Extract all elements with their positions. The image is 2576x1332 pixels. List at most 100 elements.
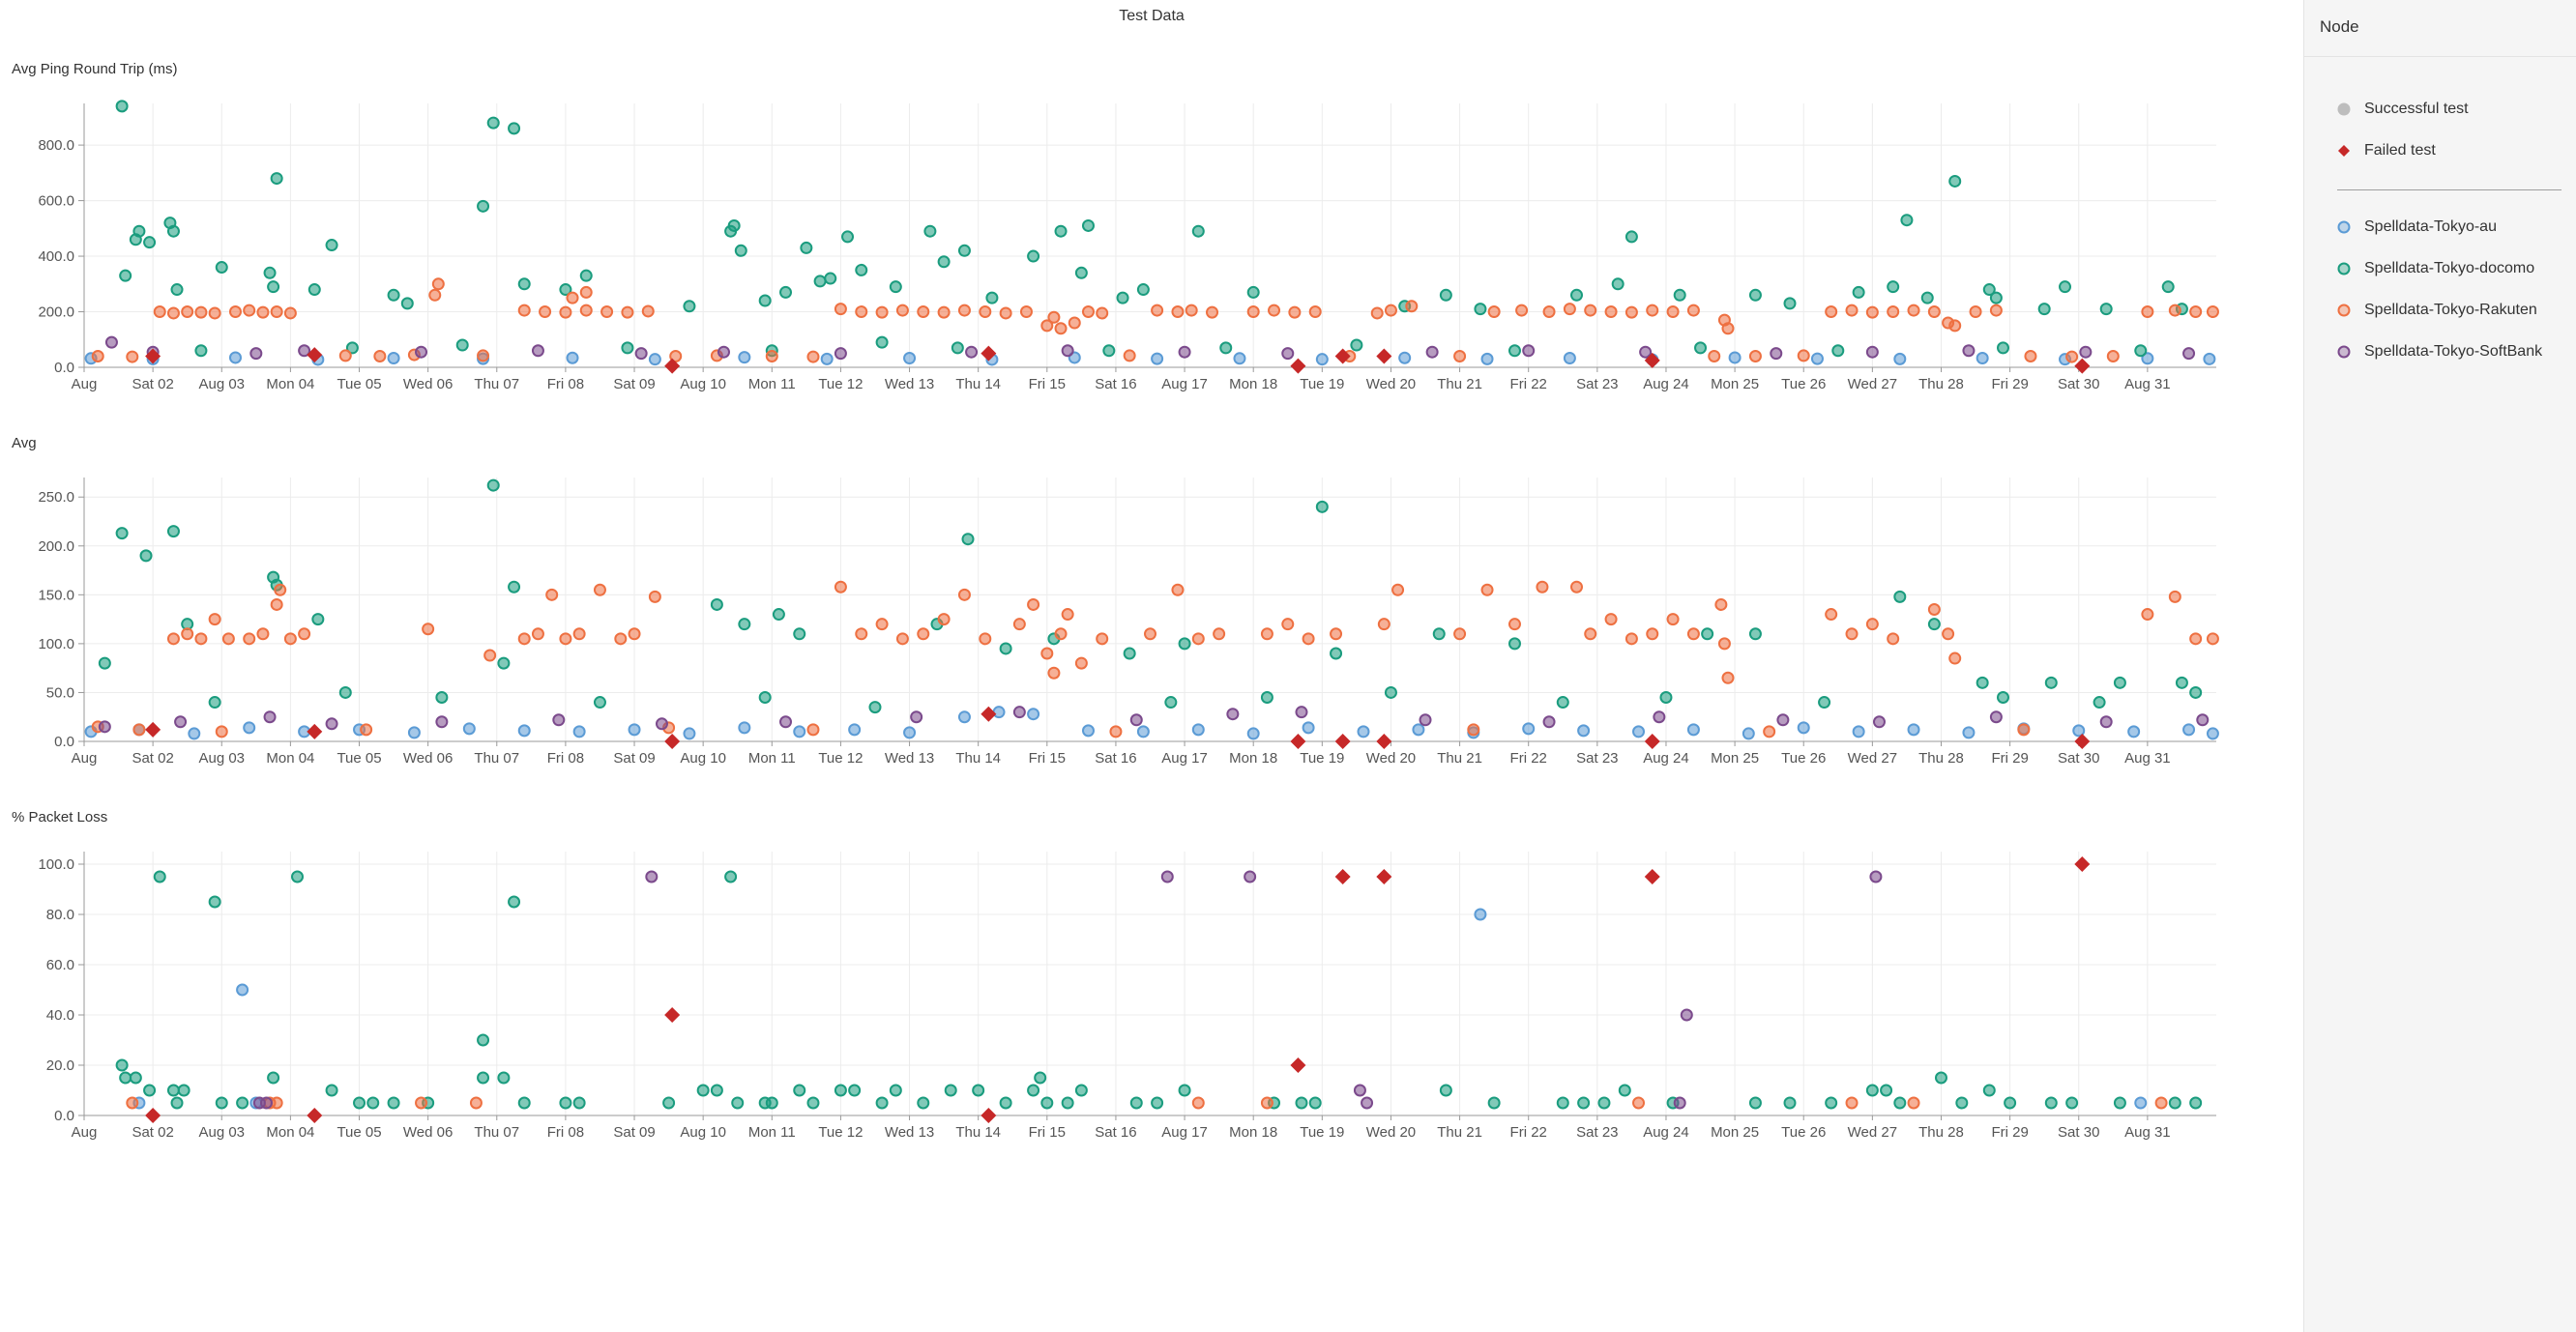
data-point[interactable] bbox=[727, 218, 741, 232]
data-point[interactable] bbox=[1040, 647, 1054, 660]
data-point[interactable] bbox=[508, 122, 521, 135]
data-point[interactable] bbox=[979, 305, 992, 319]
data-point[interactable] bbox=[1246, 305, 1260, 319]
data-point[interactable] bbox=[937, 255, 951, 269]
data-point[interactable] bbox=[170, 283, 184, 297]
data-point[interactable] bbox=[1865, 305, 1879, 319]
data-point[interactable] bbox=[1659, 691, 1673, 704]
data-point[interactable] bbox=[2206, 632, 2219, 646]
data-point[interactable] bbox=[895, 304, 909, 317]
data-point[interactable] bbox=[166, 1084, 180, 1097]
data-point[interactable] bbox=[1625, 632, 1638, 646]
data-point[interactable] bbox=[710, 597, 723, 611]
data-point[interactable] bbox=[1474, 303, 1487, 316]
data-point[interactable] bbox=[1295, 706, 1308, 719]
data-point[interactable] bbox=[2189, 685, 2203, 699]
data-point[interactable] bbox=[1701, 627, 1714, 641]
data-point[interactable] bbox=[236, 983, 249, 997]
data-point[interactable] bbox=[1577, 1096, 1591, 1110]
data-point[interactable] bbox=[1330, 647, 1343, 660]
data-point[interactable] bbox=[734, 244, 747, 257]
data-point[interactable] bbox=[820, 352, 834, 365]
data-point[interactable] bbox=[517, 1096, 531, 1110]
data-point[interactable] bbox=[435, 715, 449, 729]
data-point[interactable] bbox=[1742, 727, 1755, 740]
data-point[interactable] bbox=[431, 277, 445, 291]
data-point[interactable] bbox=[1515, 304, 1529, 317]
data-point[interactable] bbox=[621, 305, 634, 319]
data-point[interactable] bbox=[387, 288, 400, 302]
data-point[interactable] bbox=[270, 172, 283, 186]
data-point[interactable] bbox=[415, 345, 428, 359]
data-point[interactable] bbox=[126, 1096, 139, 1110]
data-point[interactable] bbox=[2206, 305, 2219, 319]
data-point[interactable] bbox=[868, 701, 882, 714]
data-point[interactable] bbox=[166, 632, 180, 646]
data-point[interactable] bbox=[1948, 319, 1962, 333]
data-point[interactable] bbox=[483, 649, 497, 662]
data-point[interactable] bbox=[166, 224, 180, 238]
data-point[interactable] bbox=[2044, 1096, 2058, 1110]
data-point[interactable] bbox=[1508, 637, 1521, 651]
data-point[interactable] bbox=[477, 199, 490, 213]
data-point[interactable] bbox=[228, 351, 242, 364]
data-point[interactable] bbox=[765, 1096, 778, 1110]
data-point[interactable] bbox=[669, 350, 683, 363]
data-point[interactable] bbox=[1845, 627, 1859, 641]
data-point[interactable] bbox=[215, 261, 228, 275]
data-point[interactable] bbox=[325, 717, 338, 731]
data-point[interactable] bbox=[855, 305, 868, 319]
data-point[interactable] bbox=[1673, 288, 1686, 302]
data-point[interactable] bbox=[208, 696, 221, 709]
data-point[interactable] bbox=[1391, 583, 1405, 596]
data-point[interactable] bbox=[655, 717, 668, 731]
data-point[interactable] bbox=[119, 269, 132, 282]
failed-test-point[interactable] bbox=[1290, 1057, 1306, 1073]
data-point[interactable] bbox=[552, 713, 566, 727]
data-point[interactable] bbox=[1281, 347, 1295, 361]
data-point[interactable] bbox=[387, 1096, 400, 1110]
data-point[interactable] bbox=[559, 632, 572, 646]
data-point[interactable] bbox=[1893, 352, 1907, 365]
data-point[interactable] bbox=[256, 305, 270, 319]
data-point[interactable] bbox=[1109, 725, 1123, 738]
data-point[interactable] bbox=[1213, 627, 1226, 641]
data-point[interactable] bbox=[1927, 603, 1941, 616]
data-point[interactable] bbox=[2182, 347, 2196, 361]
data-point[interactable] bbox=[2065, 1096, 2079, 1110]
data-point[interactable] bbox=[806, 723, 820, 737]
data-point[interactable] bbox=[648, 353, 661, 366]
data-point[interactable] bbox=[215, 725, 228, 738]
data-point[interactable] bbox=[166, 306, 180, 320]
data-point[interactable] bbox=[621, 341, 634, 355]
data-point[interactable] bbox=[765, 350, 778, 363]
data-point[interactable] bbox=[531, 627, 544, 641]
data-point[interactable] bbox=[428, 288, 442, 302]
data-point[interactable] bbox=[992, 706, 1006, 719]
data-point[interactable] bbox=[1907, 304, 1920, 317]
data-point[interactable] bbox=[508, 895, 521, 909]
data-point[interactable] bbox=[566, 351, 579, 364]
data-point[interactable] bbox=[126, 350, 139, 363]
data-point[interactable] bbox=[1068, 316, 1081, 330]
data-point[interactable] bbox=[1136, 725, 1150, 738]
data-point[interactable] bbox=[1260, 627, 1273, 641]
data-point[interactable] bbox=[1618, 1084, 1631, 1097]
data-point[interactable] bbox=[2196, 713, 2210, 727]
data-point[interactable] bbox=[593, 583, 606, 596]
data-point[interactable] bbox=[1019, 305, 1033, 319]
data-point[interactable] bbox=[1748, 627, 1762, 641]
data-point[interactable] bbox=[1191, 224, 1205, 238]
data-point[interactable] bbox=[1900, 214, 1914, 227]
data-point[interactable] bbox=[1556, 696, 1569, 709]
data-point[interactable] bbox=[1880, 1084, 1893, 1097]
data-point[interactable] bbox=[1997, 691, 2009, 704]
data-point[interactable] bbox=[1989, 304, 2003, 317]
data-point[interactable] bbox=[1865, 1084, 1879, 1097]
data-point[interactable] bbox=[170, 1096, 184, 1110]
data-point[interactable] bbox=[961, 533, 975, 546]
data-point[interactable] bbox=[710, 1084, 723, 1097]
data-point[interactable] bbox=[477, 1071, 490, 1085]
data-point[interactable] bbox=[311, 613, 325, 626]
data-point[interactable] bbox=[1151, 1096, 1164, 1110]
